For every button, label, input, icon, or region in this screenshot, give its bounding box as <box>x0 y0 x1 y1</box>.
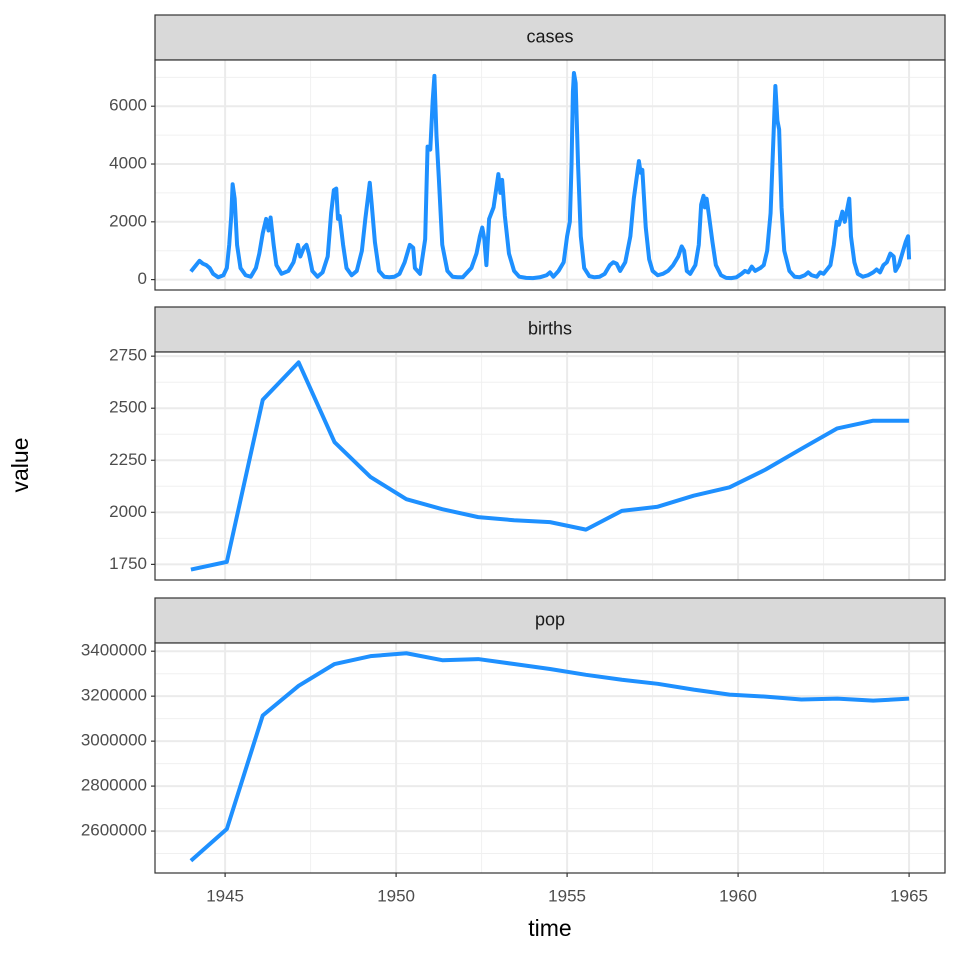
data-line <box>190 360 910 572</box>
y-tick-label: 1750 <box>109 554 147 573</box>
y-tick-label: 6000 <box>109 96 147 115</box>
y-tick-label: 2600000 <box>81 821 147 840</box>
strip-label: pop <box>535 609 565 629</box>
x-tick-label: 1965 <box>890 886 928 905</box>
y-tick-label: 3400000 <box>81 641 147 660</box>
y-tick-label: 0 <box>138 269 147 288</box>
x-tick-label: 1955 <box>548 886 586 905</box>
y-tick-label: 3000000 <box>81 731 147 750</box>
panel-border <box>154 642 946 874</box>
y-tick-label: 3200000 <box>81 686 147 705</box>
panel <box>155 352 945 580</box>
y-tick-label: 2000 <box>109 211 147 230</box>
data-line <box>189 651 910 863</box>
x-tick-label: 1960 <box>719 886 757 905</box>
x-axis-title: time <box>528 915 571 941</box>
y-tick-label: 2000 <box>109 502 147 521</box>
x-tick-label: 1945 <box>206 886 244 905</box>
strip <box>154 14 946 61</box>
y-tick-label: 2800000 <box>81 776 147 795</box>
strip-label: births <box>528 318 572 338</box>
strip <box>154 597 946 644</box>
y-axis-title: value <box>7 438 33 493</box>
x-tick-label: 1950 <box>377 886 415 905</box>
y-tick-label: 2250 <box>109 450 147 469</box>
strip-label: cases <box>526 26 573 46</box>
panel <box>155 60 945 290</box>
y-tick-label: 2750 <box>109 346 147 365</box>
panel-border <box>154 59 946 291</box>
panel-border <box>154 351 946 581</box>
y-tick-label: 2500 <box>109 398 147 417</box>
panel <box>155 643 945 873</box>
data-line <box>189 71 912 281</box>
y-tick-label: 4000 <box>109 154 147 173</box>
